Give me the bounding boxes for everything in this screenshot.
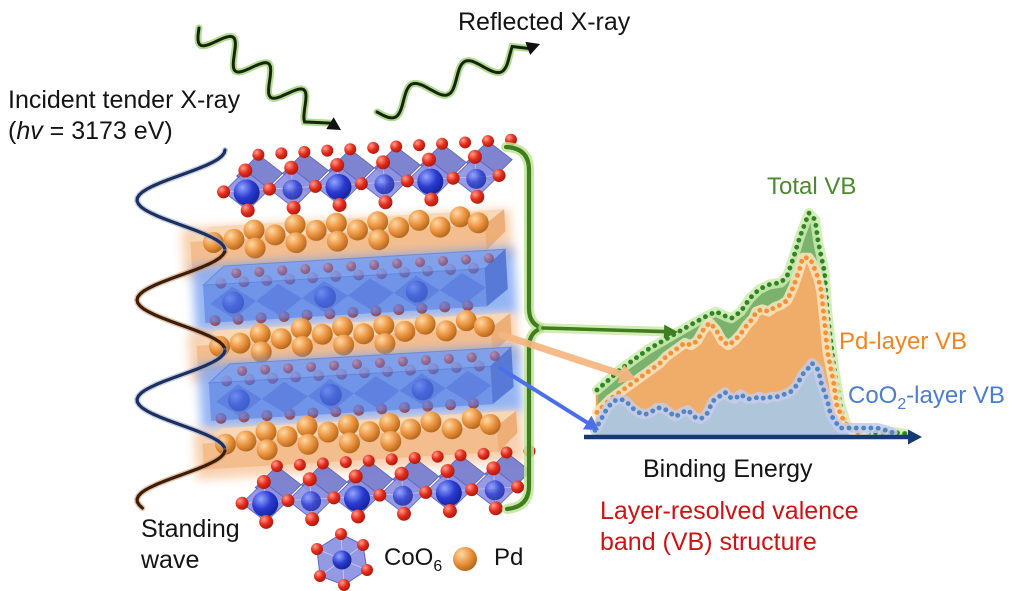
pd-layer	[187, 310, 520, 383]
layer-stack	[181, 133, 536, 529]
pd-layer-arrow	[498, 331, 636, 384]
coo2-layer-highlighted	[191, 246, 518, 334]
legend	[311, 528, 477, 591]
coo2-layer-highlighted	[197, 344, 524, 432]
incident-xray-wave	[194, 24, 341, 130]
coo2-layer-vb-label: CoO2-layer VB	[848, 382, 1005, 413]
coo2-layer-arrow	[498, 366, 599, 430]
vb-spectrum	[590, 208, 910, 439]
standing-wave-label: Standing wave	[141, 515, 240, 574]
legend-coo6-label: CoO6	[384, 544, 443, 575]
coo2-crystal-layer	[235, 445, 536, 529]
incident-xray-label: Incident tender X-ray (hv = 3173 eV)	[8, 86, 241, 145]
reflected-xray-label: Reflected X-ray	[458, 8, 631, 36]
legend-pd-label: Pd	[494, 544, 524, 571]
total-vb-label: Total VB	[767, 173, 857, 200]
pd-layer-vb-label: Pd-layer VB	[839, 328, 968, 355]
vb-curve-2	[592, 359, 895, 435]
total-vb-arrow	[538, 323, 678, 339]
figure-caption: Layer-resolved valence band (VB) structu…	[600, 497, 859, 556]
vb-curve-0	[594, 208, 908, 436]
vb-curve-1	[594, 255, 868, 435]
binding-energy-axis	[584, 429, 922, 445]
reflected-xray-wave	[373, 41, 540, 122]
standing-wave	[133, 147, 228, 511]
pd-sphere-icon	[453, 547, 477, 571]
coo6-octahedron-icon	[311, 528, 373, 591]
binding-energy-axis-label: Binding Energy	[643, 455, 813, 483]
pd-layer	[193, 408, 526, 480]
coo2-crystal-layer	[217, 133, 517, 218]
